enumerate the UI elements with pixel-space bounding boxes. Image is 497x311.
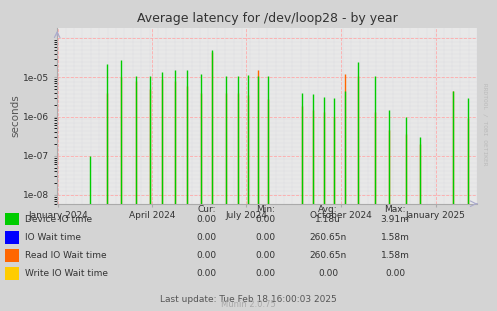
- Text: 1.58m: 1.58m: [381, 233, 410, 242]
- Text: Cur:: Cur:: [197, 205, 216, 214]
- Text: 0.00: 0.00: [196, 215, 216, 224]
- Text: 0.00: 0.00: [256, 215, 276, 224]
- Text: 0.00: 0.00: [256, 233, 276, 242]
- Text: 0.00: 0.00: [256, 251, 276, 260]
- Text: 260.65n: 260.65n: [310, 233, 346, 242]
- Text: 1.18u: 1.18u: [315, 215, 341, 224]
- Text: Min:: Min:: [256, 205, 275, 214]
- Text: 0.00: 0.00: [385, 269, 405, 278]
- Title: Average latency for /dev/loop28 - by year: Average latency for /dev/loop28 - by yea…: [137, 12, 398, 26]
- Text: RRDTOOL / TOBI OETIKER: RRDTOOL / TOBI OETIKER: [482, 83, 487, 166]
- Text: 0.00: 0.00: [196, 251, 216, 260]
- Text: IO Wait time: IO Wait time: [25, 233, 81, 242]
- Text: Avg:: Avg:: [318, 205, 338, 214]
- Text: Write IO Wait time: Write IO Wait time: [25, 269, 108, 278]
- Text: 3.91m: 3.91m: [381, 215, 410, 224]
- Text: Max:: Max:: [384, 205, 406, 214]
- Y-axis label: seconds: seconds: [10, 95, 20, 137]
- Text: Device IO time: Device IO time: [25, 215, 92, 224]
- Text: Last update: Tue Feb 18 16:00:03 2025: Last update: Tue Feb 18 16:00:03 2025: [160, 295, 337, 304]
- Text: 260.65n: 260.65n: [310, 251, 346, 260]
- Text: 1.58m: 1.58m: [381, 251, 410, 260]
- Text: Read IO Wait time: Read IO Wait time: [25, 251, 106, 260]
- Text: 0.00: 0.00: [256, 269, 276, 278]
- Text: 0.00: 0.00: [318, 269, 338, 278]
- Text: 0.00: 0.00: [196, 233, 216, 242]
- Text: Munin 2.0.75: Munin 2.0.75: [221, 299, 276, 309]
- Text: 0.00: 0.00: [196, 269, 216, 278]
